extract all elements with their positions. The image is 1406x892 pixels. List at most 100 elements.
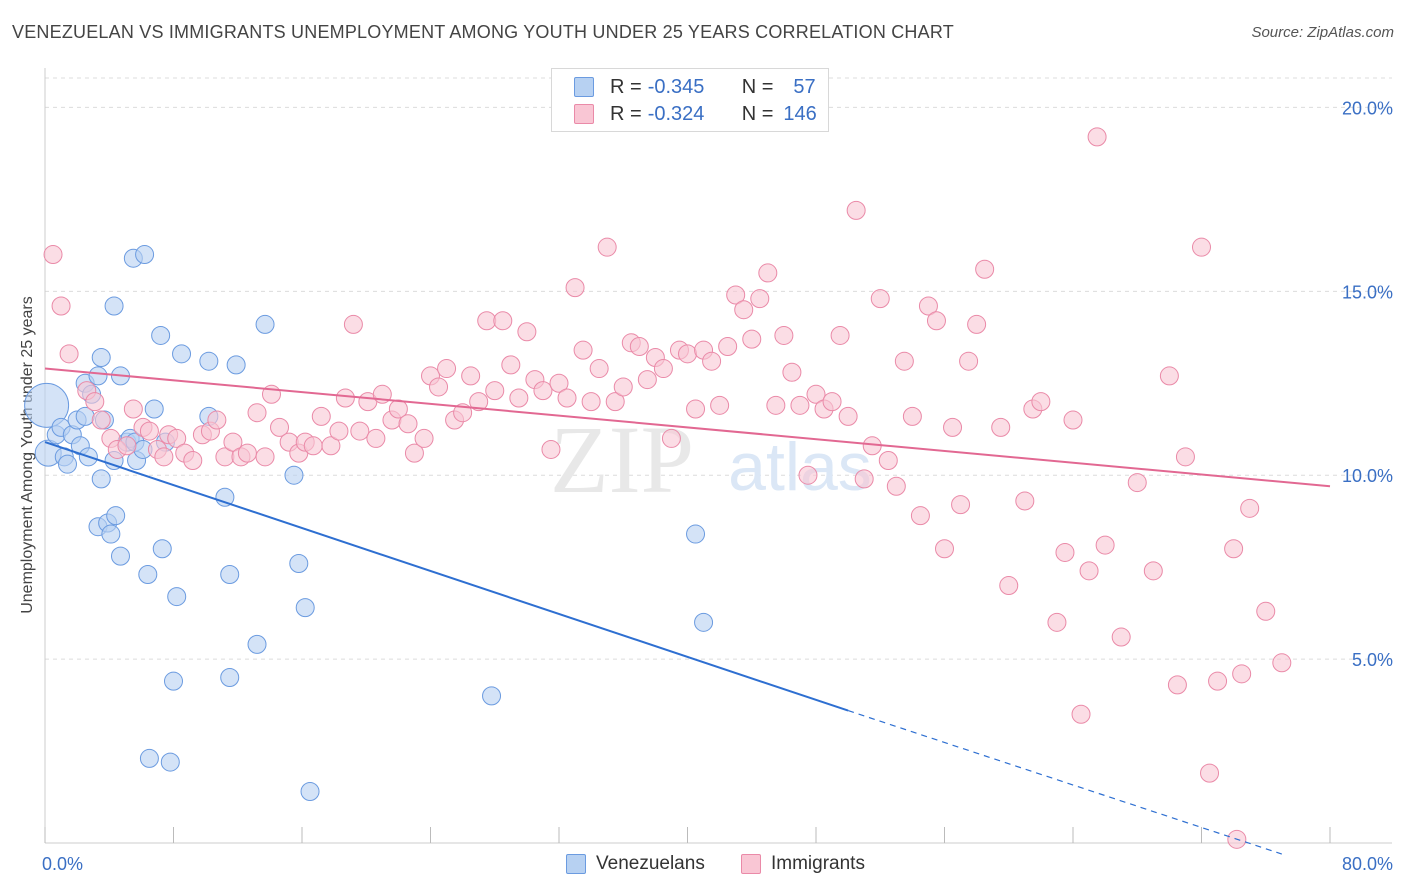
legend-swatch-venezuelans — [566, 854, 586, 874]
immigrant-point — [541, 439, 561, 459]
venezuelan-trend-line — [44, 441, 849, 712]
immigrant-point — [366, 428, 386, 448]
venezuelan-point — [167, 587, 187, 607]
immigrant-point — [878, 451, 898, 470]
venezuelan-point — [284, 465, 304, 485]
venezuelan-point — [101, 524, 121, 544]
watermark-atlas: atlas — [728, 429, 872, 505]
venezuelan-point — [91, 348, 111, 368]
immigrant-point — [782, 362, 802, 382]
immigrant-point — [894, 351, 914, 371]
immigrant-point — [247, 403, 267, 423]
immigrant-point — [846, 200, 866, 220]
y-tick-label: 10.0% — [1342, 466, 1393, 486]
legend-item-immigrants[interactable]: Immigrants — [741, 852, 865, 876]
legend-item-venezuelans[interactable]: Venezuelans — [566, 852, 705, 876]
immigrant-point — [613, 377, 633, 397]
venezuelan-point — [220, 667, 240, 687]
legend-n-value: 57 — [793, 75, 816, 98]
immigrant-point — [501, 355, 521, 375]
immigrant-point — [167, 428, 187, 448]
venezuelan-point — [289, 553, 309, 573]
venezuelan-trend-extension — [847, 710, 1283, 855]
immigrant-point — [404, 443, 424, 463]
immigrant-point — [461, 366, 481, 386]
watermark-zip: ZIP — [550, 406, 694, 513]
venezuelan-point — [172, 344, 192, 364]
immigrant-point — [918, 296, 938, 316]
immigrant-point — [1208, 671, 1228, 691]
venezuelan-point — [220, 565, 240, 585]
immigrant-point — [1159, 366, 1179, 386]
immigrant-point — [335, 388, 355, 408]
immigrant-point — [557, 388, 577, 408]
immigrant-point — [207, 410, 227, 430]
immigrant-point — [1232, 664, 1252, 684]
venezuelan-point — [482, 686, 502, 706]
immigrant-point — [139, 421, 159, 441]
immigrant-point — [154, 447, 174, 467]
chart-title: VENEZUELAN VS IMMIGRANTS UNEMPLOYMENT AM… — [12, 22, 954, 42]
source-label: Source: ZipAtlas.com — [1251, 24, 1394, 41]
immigrant-point — [43, 245, 63, 265]
venezuelan-point — [110, 546, 130, 566]
immigrant-point — [1031, 392, 1051, 412]
watermark: ZIP atlas — [550, 406, 872, 513]
stats-legend: R = -0.345 N = 57 R = -0.324 N = 146 — [551, 68, 829, 132]
immigrant-point — [653, 359, 673, 379]
grid-lines — [45, 77, 1392, 660]
immigrant-point — [678, 344, 697, 364]
x-tick-label: 0.0% — [42, 854, 83, 874]
immigrant-point — [549, 373, 569, 393]
immigrant-point — [726, 285, 746, 305]
y-tick-label: 20.0% — [1342, 98, 1393, 118]
venezuelan-point — [686, 524, 706, 544]
immigrant-point — [1087, 127, 1107, 147]
immigrant-point — [1127, 473, 1147, 493]
immigrant-point — [485, 381, 505, 401]
immigrant-point — [565, 278, 585, 298]
immigrant-point — [1063, 410, 1083, 430]
venezuelan-point — [295, 598, 315, 618]
immigrant-point — [398, 414, 418, 434]
venezuelan-point — [138, 565, 158, 585]
immigrant-point — [597, 237, 617, 257]
venezuelan-point — [694, 612, 714, 632]
legend-swatch-immigrants — [741, 854, 761, 874]
venezuelan-point — [135, 245, 155, 265]
venezuelan-point — [139, 748, 159, 768]
immigrant-point — [854, 469, 874, 489]
immigrant-point — [935, 539, 954, 559]
immigrant-point — [1200, 763, 1220, 783]
legend-label-venezuelans: Venezuelans — [596, 853, 705, 874]
legend-swatch-venezuelans — [574, 77, 594, 97]
immigrant-point — [85, 392, 105, 412]
immigrant-point — [637, 370, 657, 390]
points-layer — [24, 127, 1292, 849]
immigrant-point — [581, 392, 601, 412]
immigrant-point — [469, 392, 489, 412]
immigrant-point — [303, 436, 323, 456]
immigrant-point — [437, 359, 457, 379]
legend-row-venezuelans: R = -0.345 N = 57 — [574, 75, 816, 99]
immigrant-point — [321, 436, 341, 456]
venezuelan-point — [57, 454, 77, 474]
y-tick-label: 15.0% — [1342, 282, 1393, 302]
immigrant-point — [1240, 498, 1260, 518]
immigrant-point — [798, 465, 818, 485]
immigrant-point — [870, 289, 890, 309]
venezuelan-point — [152, 539, 172, 559]
venezuelan-point — [24, 382, 70, 428]
immigrant-point — [661, 428, 681, 448]
immigrant-point — [910, 506, 930, 526]
immigrant-point — [951, 495, 971, 515]
immigrant-point — [343, 314, 363, 334]
venezuelan-point — [164, 671, 183, 691]
legend-n-label: N = — [741, 75, 774, 98]
immigrant-point — [1111, 627, 1131, 647]
immigrant-point — [123, 399, 143, 419]
venezuelan-point — [199, 351, 219, 371]
legend-label-immigrants: Immigrants — [771, 853, 865, 874]
legend-r-value: -0.345 — [647, 75, 705, 98]
immigrant-point — [223, 432, 243, 452]
